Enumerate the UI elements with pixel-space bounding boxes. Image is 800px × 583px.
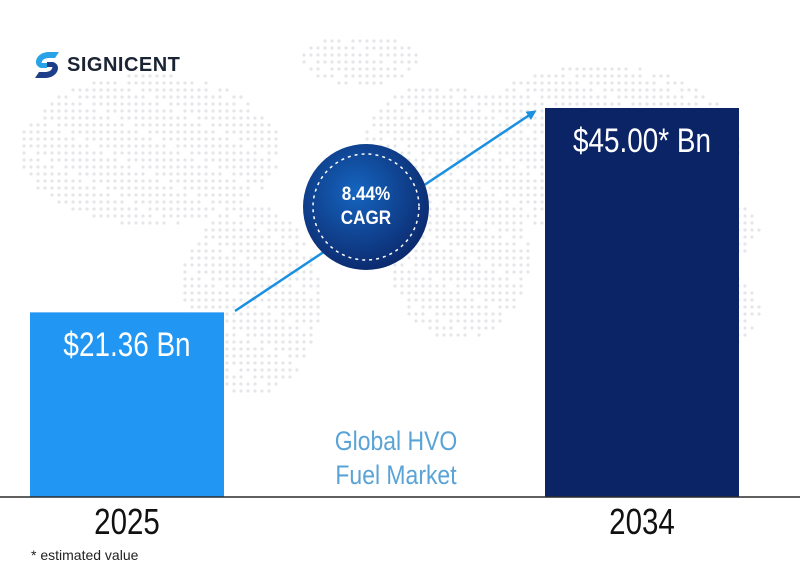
cagr-circle: [303, 144, 429, 270]
bar-2034: [545, 108, 739, 497]
cagr-circle-dashed-ring: [312, 153, 420, 261]
bar-2025: [30, 312, 224, 497]
x-tick-label-2034: 2034: [609, 501, 675, 542]
footnote: * estimated value: [31, 547, 139, 563]
chart-title: Global HVO Fuel Market: [334, 426, 458, 490]
logo: SIGNICENT: [33, 48, 180, 82]
bar-value-label-2034: $45.00* Bn: [573, 122, 711, 160]
signicent-logo-icon: [35, 52, 59, 78]
bar-value-label-2025: $21.36 Bn: [63, 326, 191, 365]
logo-text: SIGNICENT: [67, 53, 181, 76]
x-tick-label-2025: 2025: [94, 501, 160, 542]
